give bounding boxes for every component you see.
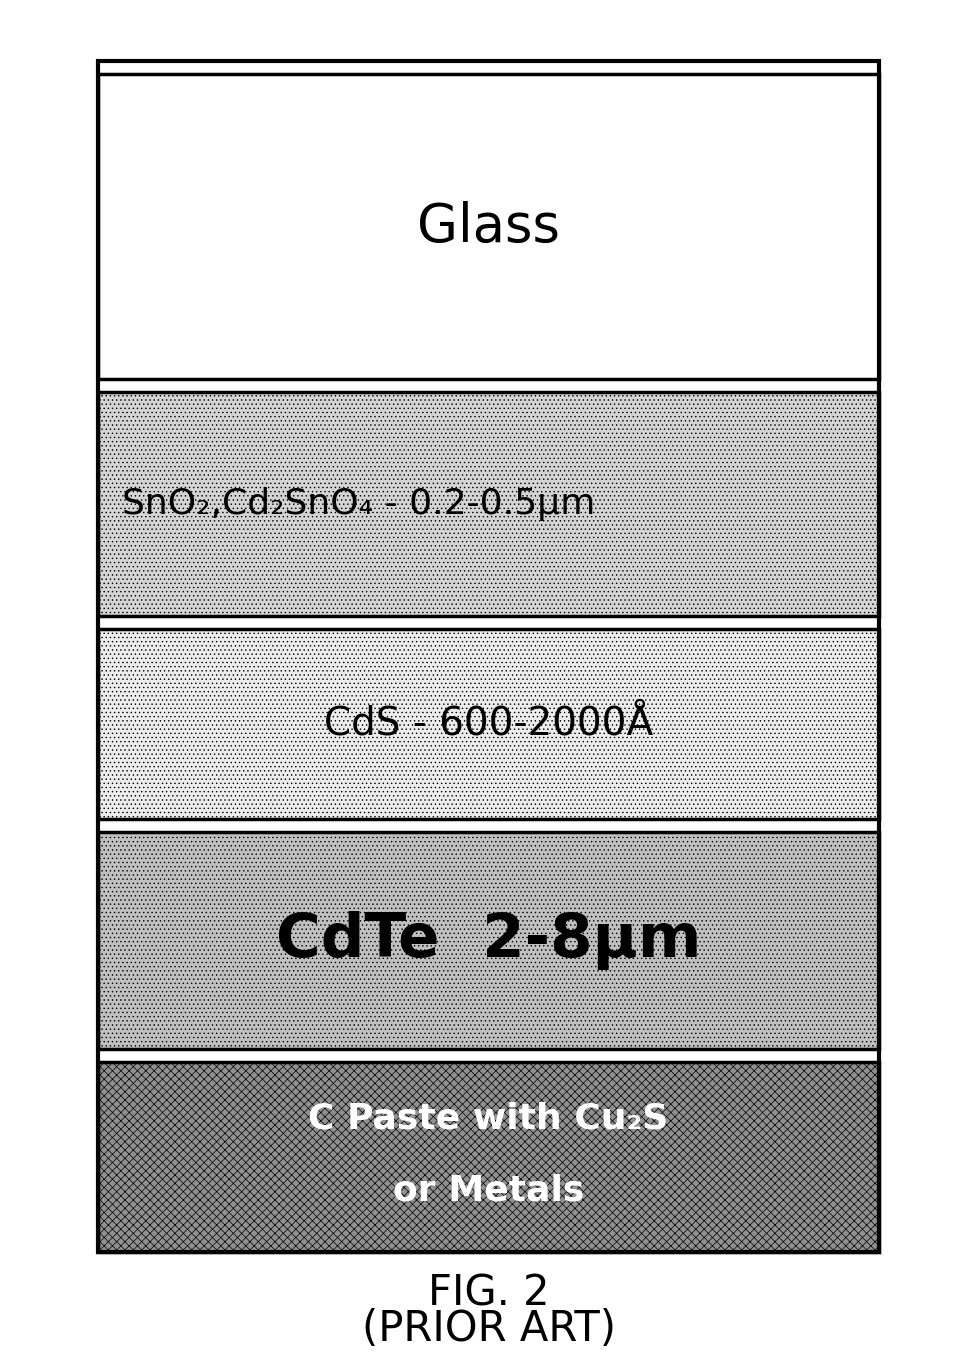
Text: Glass: Glass [417,200,560,253]
Bar [98,74,879,379]
Text: C Paste with Cu₂S: C Paste with Cu₂S [309,1101,668,1137]
Bar [98,832,879,1049]
Text: (PRIOR ART): (PRIOR ART) [361,1307,616,1350]
Text: CdTe  2-8μm: CdTe 2-8μm [276,911,701,970]
Text: SnO₂,Cd₂SnO₄ - 0.2-0.5μm: SnO₂,Cd₂SnO₄ - 0.2-0.5μm [122,487,596,521]
Bar [98,1062,879,1252]
Text: or Metals: or Metals [393,1173,584,1208]
Text: CdS - 600-2000Å: CdS - 600-2000Å [323,705,654,743]
Bar [98,392,879,616]
Text: FIG. 2: FIG. 2 [428,1272,549,1315]
Bar [98,61,879,1252]
Bar [98,629,879,819]
